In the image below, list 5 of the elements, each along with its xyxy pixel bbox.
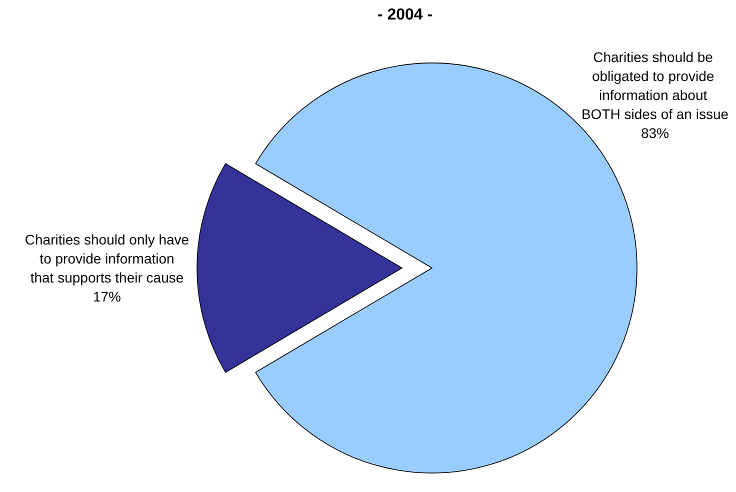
slice-label: Charities should be obligated to provide information about BOTH sides of an issue bbox=[581, 49, 729, 122]
data-label: 17% bbox=[92, 288, 122, 304]
chart-title: - 2004 - bbox=[377, 6, 433, 24]
data-label: 83% bbox=[640, 125, 670, 141]
slice-label: Charities should only have to provide information that supports their cause bbox=[24, 232, 190, 286]
